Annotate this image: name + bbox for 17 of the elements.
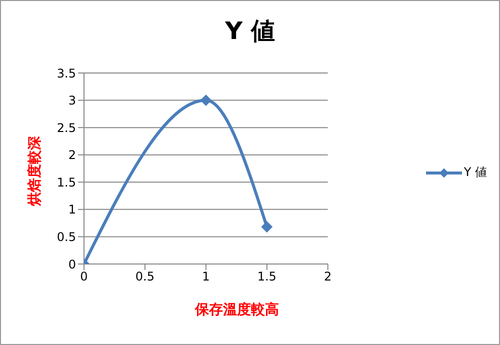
x-tick-label: 1.5 [257,270,276,284]
y-tick-label: 3 [68,94,76,108]
y-axis-title: 烘焙度較深 [26,136,44,206]
x-tick-label: 0.5 [135,270,155,284]
x-tick-label: 2 [324,270,332,284]
y-tick-label: 1.5 [56,175,76,190]
x-tick-label: 1 [202,270,210,284]
y-tick-label: 2 [68,148,76,162]
legend-label: Y 値 [464,164,487,181]
y-tick-label: 3.5 [56,66,76,80]
y-tick-label: 0.5 [56,230,76,244]
y-tick-label: 0 [68,257,76,272]
x-axis-title: 保存溫度較高 [195,301,279,319]
chart-title: Y 値 [224,16,276,47]
y-tick-label: 2.5 [56,120,76,135]
y-tick-label: 1 [68,202,76,217]
x-tick-label: 0 [80,270,88,284]
